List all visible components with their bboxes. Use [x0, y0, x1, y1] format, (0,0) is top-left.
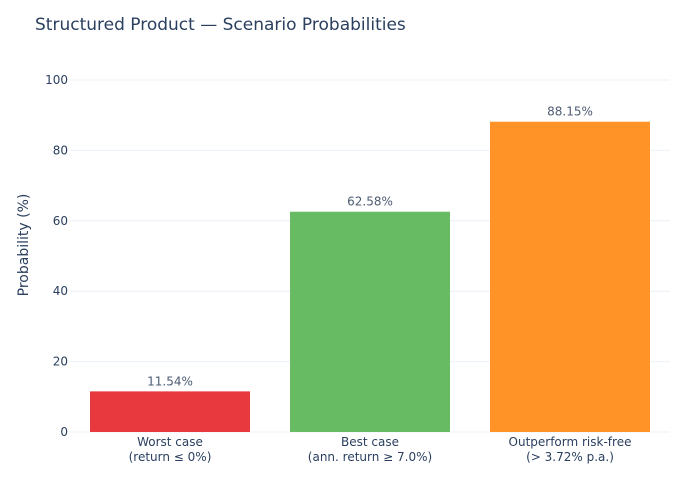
x-tick-label: Best case: [341, 435, 399, 449]
y-tick-label: 60: [53, 214, 68, 228]
bars: [90, 121, 650, 432]
y-tick-label: 20: [53, 355, 68, 369]
bar-data-label: 62.58%: [347, 195, 393, 209]
x-tick-label: Outperform risk-free: [509, 435, 632, 449]
y-tick-label: 0: [60, 425, 68, 439]
x-tick-label: (> 3.72% p.a.): [526, 450, 614, 464]
x-tick-label: Worst case: [137, 435, 203, 449]
x-tick-label: (return ≤ 0%): [129, 450, 212, 464]
y-tick-label: 40: [53, 284, 68, 298]
data-labels: 11.54% 62.58% 88.15%: [147, 105, 593, 389]
bar: [290, 211, 450, 432]
chart-title: Structured Product — Scenario Probabilit…: [35, 15, 406, 35]
bar: [90, 391, 250, 432]
y-axis-title: Probability (%): [16, 194, 32, 297]
bar: [490, 121, 650, 432]
bar-data-label: 11.54%: [147, 374, 193, 388]
y-axis-ticks: 0 20 40 60 80 100: [45, 73, 68, 439]
bar-data-label: 88.15%: [547, 105, 593, 119]
y-tick-label: 100: [45, 73, 68, 87]
x-axis-ticks: Worst case(return ≤ 0%) Best case(ann. re…: [129, 435, 632, 464]
x-tick-label: (ann. return ≥ 7.0%): [308, 450, 432, 464]
y-tick-label: 80: [53, 143, 68, 157]
